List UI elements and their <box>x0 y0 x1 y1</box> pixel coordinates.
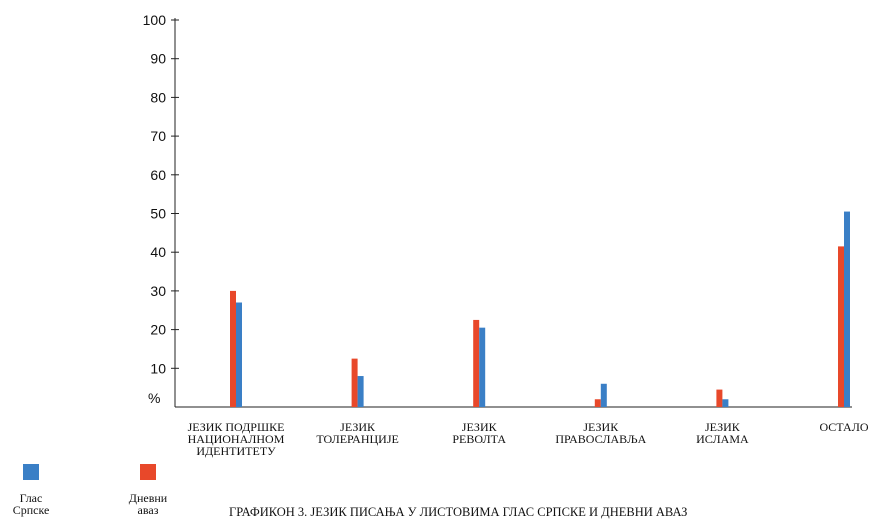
bar <box>838 246 844 407</box>
y-tick-label: 50 <box>150 206 166 222</box>
bar <box>594 399 601 407</box>
y-tick-label: 40 <box>150 244 166 260</box>
chart-axes <box>174 18 852 408</box>
y-tick-label: 70 <box>150 128 166 144</box>
chart-caption: ГРАФИКОН 3. ЈЕЗИК ПИСАЊА У ЛИСТОВИМА ГЛА… <box>229 505 687 519</box>
category-label: ЈЕЗИК ПРАВОСЛАВЉА <box>555 420 646 446</box>
bar <box>357 376 364 407</box>
category-label: ЈЕЗИК ТОЛЕРАНЦИЈЕ <box>316 420 399 446</box>
bar <box>473 319 480 407</box>
y-tick-label: 10 <box>150 360 166 376</box>
category-labels: ЈЕЗИК ПОДРШКЕ НАЦИОНАЛНОМ ИДЕНТИТЕТУ ЈЕЗИК Т… <box>188 420 869 458</box>
bar <box>844 211 850 407</box>
legend-swatch <box>140 464 156 480</box>
bar <box>600 383 607 407</box>
y-tick-label: 90 <box>150 51 166 67</box>
y-tick-label: 100 <box>143 12 167 28</box>
bar <box>716 389 723 407</box>
y-tick-label: 30 <box>150 283 166 299</box>
y-axis-unit-label: % <box>148 390 160 406</box>
legend-label: Глас Српске <box>13 491 50 517</box>
bar <box>722 399 729 407</box>
category-label: ЈЕЗИК ИСЛАМА <box>696 420 749 446</box>
bar <box>479 327 486 407</box>
chart-legend: Глас Српске Дневни аваз <box>13 464 168 517</box>
y-tick-label: 60 <box>150 167 166 183</box>
y-tick-label: 80 <box>150 89 166 105</box>
category-label: ЈЕЗИК ПОДРШКЕ НАЦИОНАЛНОМ ИДЕНТИТЕТУ <box>188 420 285 458</box>
bar <box>351 358 358 407</box>
bar <box>236 302 242 407</box>
category-label: ОСТАЛО <box>819 420 868 434</box>
bar <box>230 290 236 407</box>
legend-swatch <box>23 464 39 480</box>
category-label: ЈЕЗИК РЕВОЛТА <box>452 420 506 446</box>
legend-label: Дневни аваз <box>129 491 168 517</box>
y-tick-label: 20 <box>150 322 166 338</box>
y-axis-ticks: 10 20 30 40 50 60 70 80 90 100 <box>143 12 179 376</box>
bars-group <box>230 211 850 407</box>
